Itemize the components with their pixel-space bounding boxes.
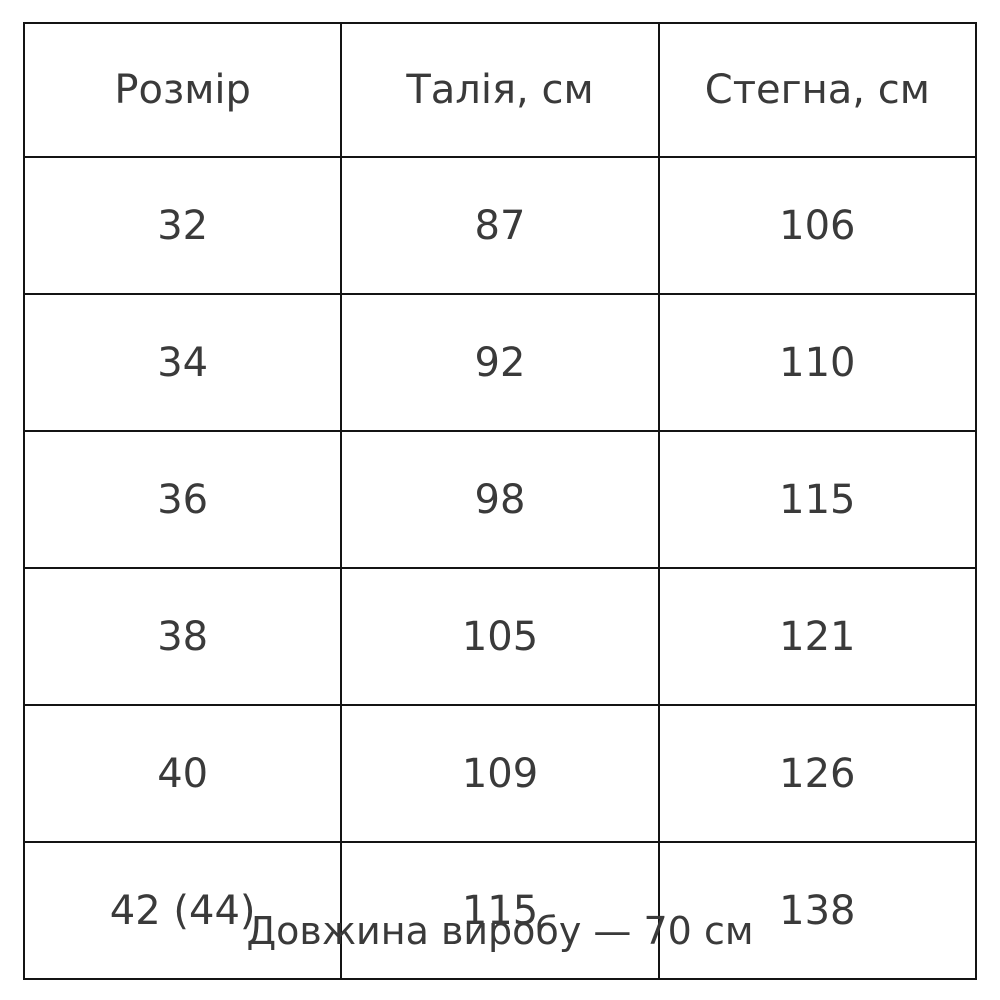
table-cell-hips: 121	[657, 567, 978, 706]
table-row: 36 98 115	[22, 430, 978, 569]
table-row: 42 (44) 115 138	[22, 841, 978, 980]
table-cell-hips: 138	[657, 841, 978, 980]
table-cell-size: 32	[22, 156, 343, 295]
table-cell-waist: 109	[340, 704, 660, 843]
table-row: 32 87 106	[22, 156, 978, 295]
table-cell-size: 34	[22, 293, 343, 432]
table-cell-hips: 106	[657, 156, 978, 295]
table-cell-hips: 115	[657, 430, 978, 569]
table-cell-size: 38	[22, 567, 343, 706]
column-header-hips: Стегна, см	[657, 22, 978, 158]
table-cell-waist: 92	[340, 293, 660, 432]
table-cell-waist: 98	[340, 430, 660, 569]
table-cell-size: 40	[22, 704, 343, 843]
table-header-row: Розмір Талія, см Стегна, см	[22, 22, 978, 158]
column-header-size: Розмір	[22, 22, 343, 158]
product-length-note: Довжина виробу — 70 см	[246, 909, 754, 953]
table-cell-waist: 87	[340, 156, 660, 295]
size-table: Розмір Талія, см Стегна, см 32 87 106 34…	[22, 22, 978, 980]
table-row: 38 105 121	[22, 567, 978, 706]
table-cell-hips: 110	[657, 293, 978, 432]
table-row: 34 92 110	[22, 293, 978, 432]
table-cell-size: 42 (44)	[22, 841, 343, 980]
table-cell-size: 36	[22, 430, 343, 569]
table-cell-hips: 126	[657, 704, 978, 843]
table-cell-waist: 105	[340, 567, 660, 706]
column-header-waist: Талія, см	[340, 22, 660, 158]
table-row: 40 109 126	[22, 704, 978, 843]
table-cell-waist: 115	[340, 841, 660, 980]
